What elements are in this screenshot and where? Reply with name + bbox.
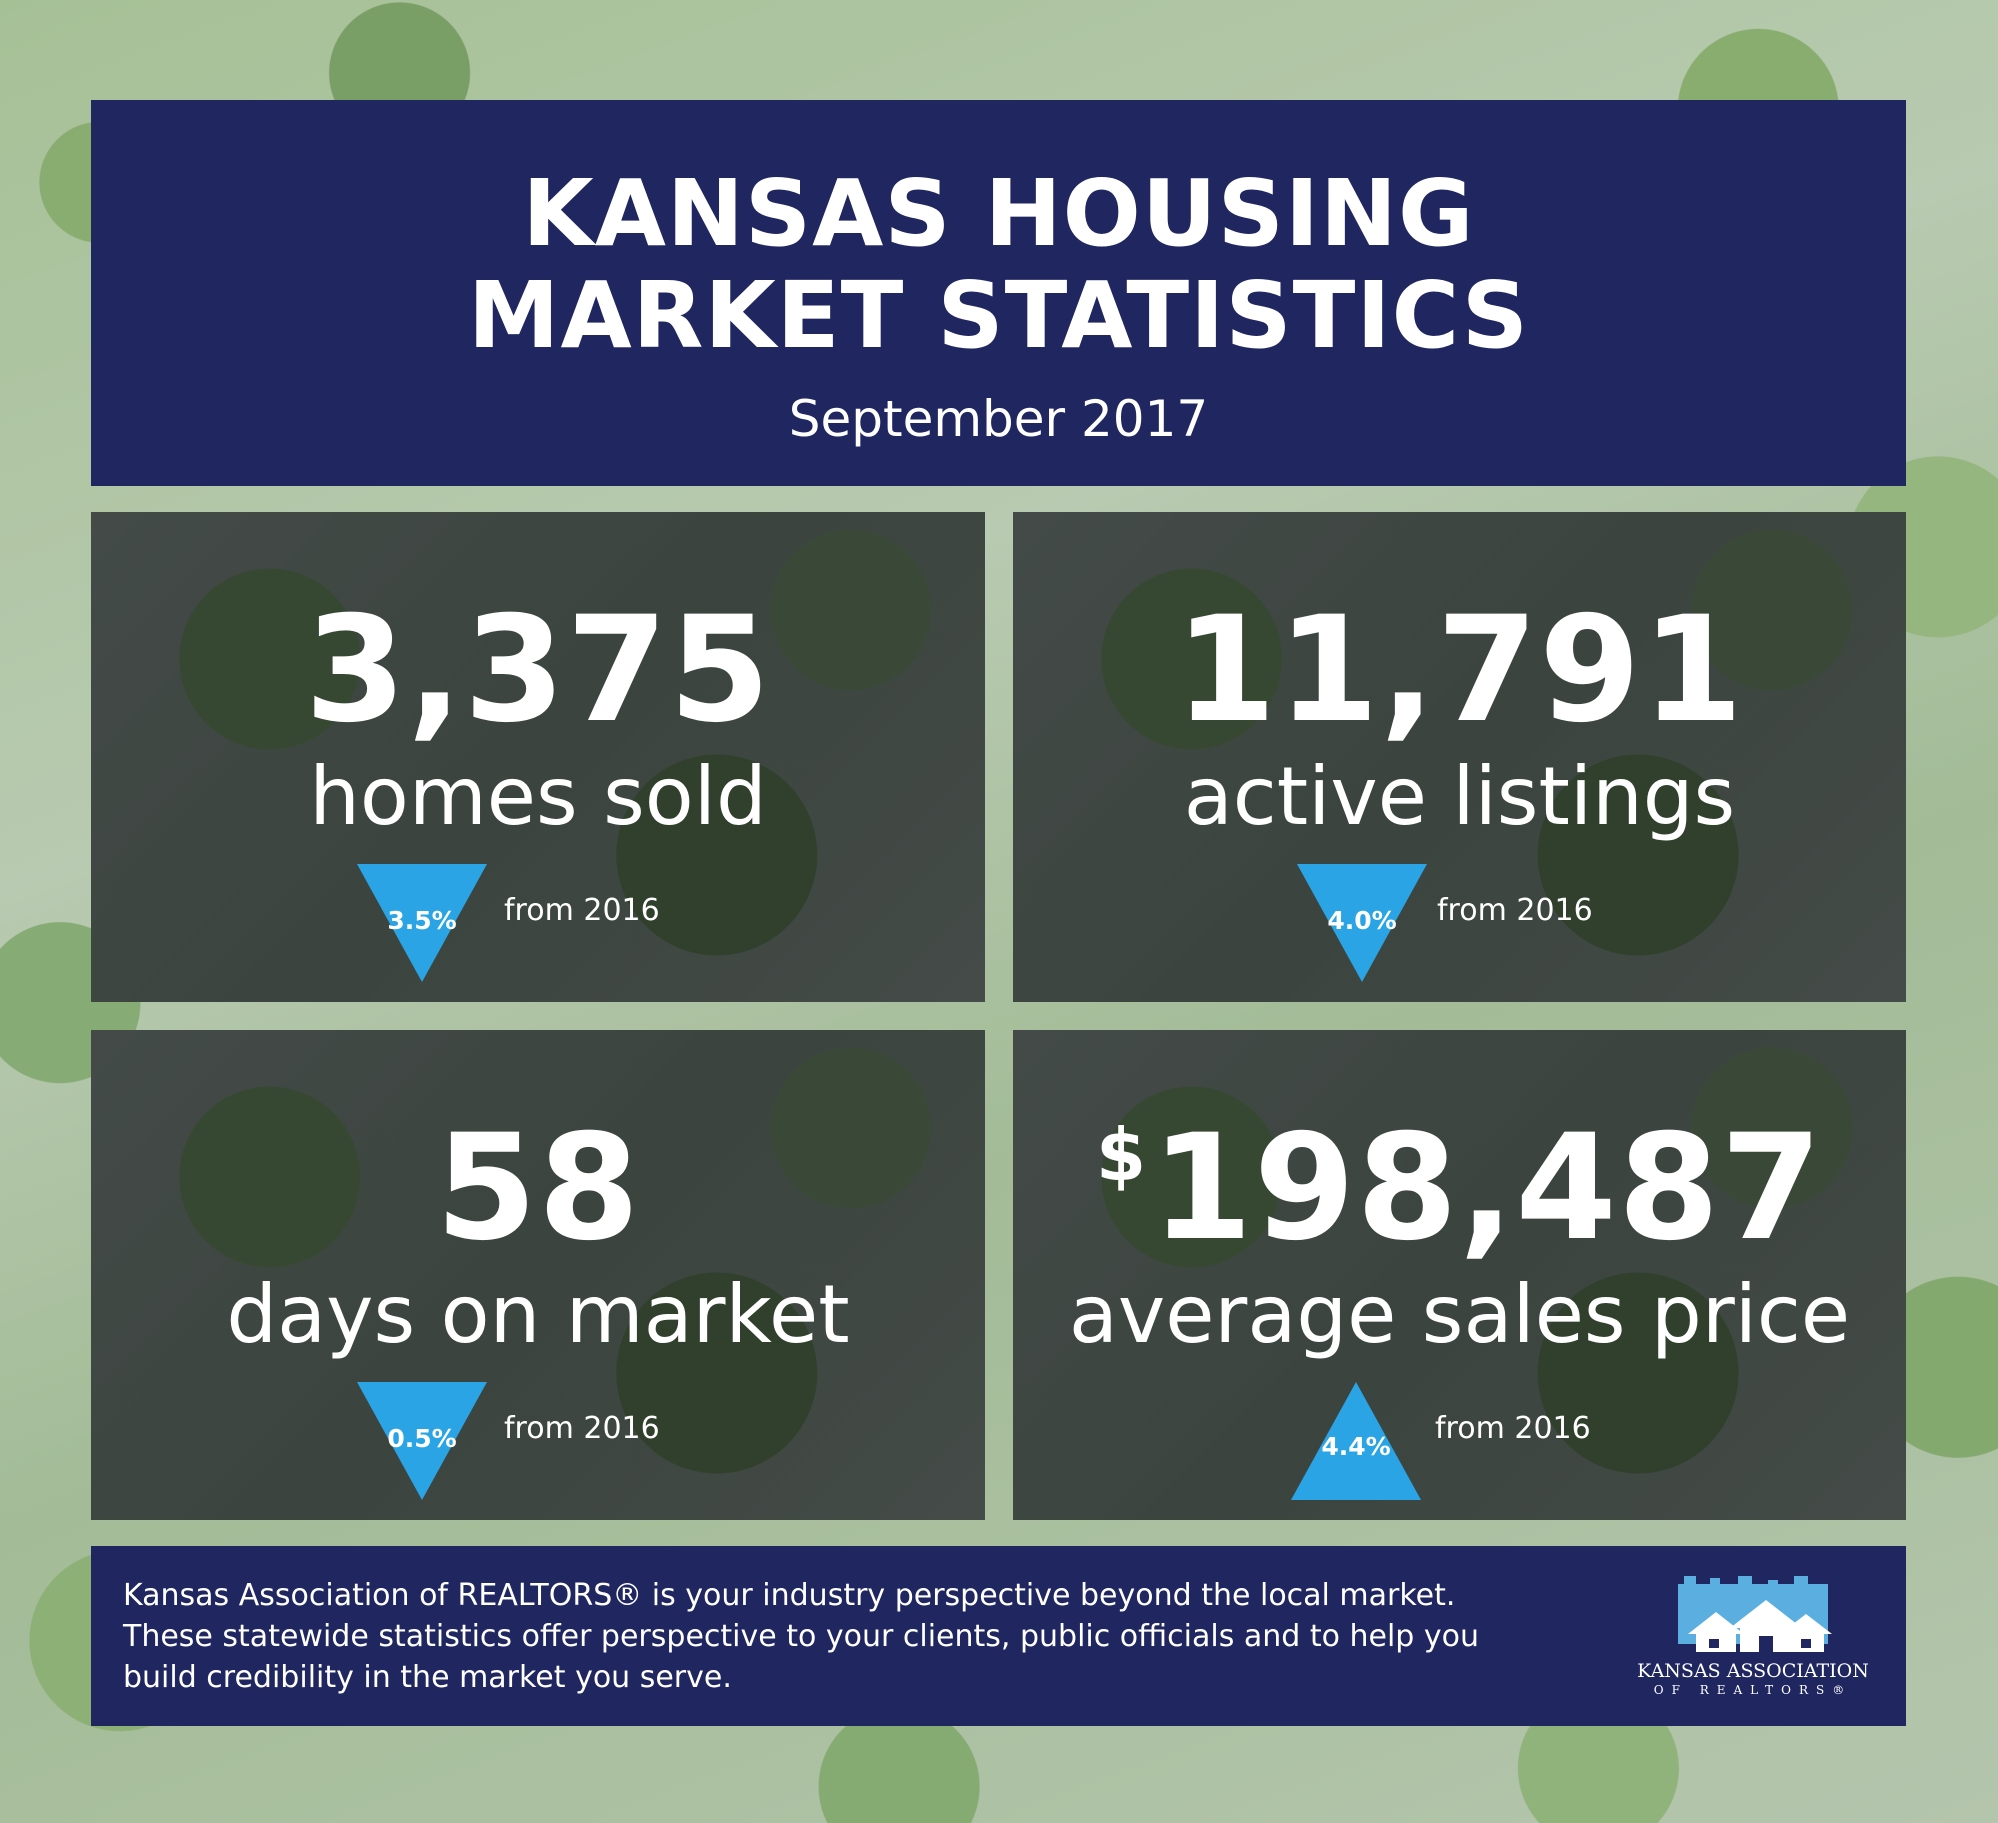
stat-tile-active-listings: 11,791 active listings 4.0% from 2016: [1013, 512, 1906, 1002]
stat-value: $198,487: [1013, 1115, 1906, 1261]
change-comparison: from 2016: [504, 893, 660, 928]
stat-label: days on market: [226, 1268, 850, 1361]
footer-line: These statewide statistics offer perspec…: [123, 1618, 1479, 1654]
change-percent: 3.5%: [387, 906, 457, 935]
logo-subtitle: OF REALTORS®: [1653, 1683, 1853, 1697]
footer-banner: Kansas Association of REALTORS® is your …: [91, 1546, 1906, 1726]
stat-value: 3,375: [304, 585, 772, 755]
footer-line: build credibility in the market you serv…: [123, 1659, 732, 1695]
change-comparison: from 2016: [1435, 1411, 1591, 1446]
change-comparison: from 2016: [1437, 893, 1593, 928]
change-comparison: from 2016: [504, 1411, 660, 1446]
change-percent: 0.5%: [387, 1424, 457, 1453]
kansas-realtors-logo: KANSAS ASSOCIATION OF REALTORS®: [1618, 1576, 1888, 1706]
currency-symbol: $: [1095, 1113, 1148, 1197]
header-banner: KANSAS HOUSING MARKET STATISTICS Septemb…: [91, 100, 1906, 486]
report-date: September 2017: [788, 390, 1209, 448]
footer-line: Kansas Association of REALTORS® is your …: [123, 1578, 1456, 1613]
page-title-line1: KANSAS HOUSING: [522, 160, 1475, 267]
down-arrow-icon: 0.5%: [357, 1382, 487, 1500]
up-arrow-icon: 4.4%: [1291, 1382, 1421, 1500]
stat-change: 3.5% from 2016: [91, 864, 985, 984]
change-percent: 4.0%: [1327, 906, 1397, 935]
stat-change: 0.5% from 2016: [91, 1382, 985, 1502]
stat-label: average sales price: [1068, 1268, 1851, 1361]
stat-tile-days-on-market: 58 days on market 0.5% from 2016: [91, 1030, 985, 1520]
stat-label: homes sold: [309, 750, 767, 843]
stat-change: 4.4% from 2016: [1013, 1382, 1906, 1502]
stat-tile-average-sales-price: $198,487 average sales price 4.4% from 2…: [1013, 1030, 1906, 1520]
change-percent: 4.4%: [1321, 1432, 1391, 1461]
logo-name: KANSAS ASSOCIATION: [1637, 1660, 1869, 1682]
stat-value: 11,791: [1174, 585, 1745, 755]
down-arrow-icon: 4.0%: [1297, 864, 1427, 982]
footer-description: Kansas Association of REALTORS® is your …: [123, 1576, 1623, 1698]
down-arrow-icon: 3.5%: [357, 864, 487, 982]
stat-change: 4.0% from 2016: [1013, 864, 1906, 984]
stat-label: active listings: [1183, 750, 1736, 843]
page-title-line2: MARKET STATISTICS: [467, 262, 1530, 369]
stat-tile-homes-sold: 3,375 homes sold 3.5% from 2016: [91, 512, 985, 1002]
stat-value-number: 198,487: [1151, 1103, 1824, 1273]
houses-logo-icon: [1678, 1576, 1832, 1652]
stat-value: 58: [435, 1103, 641, 1273]
